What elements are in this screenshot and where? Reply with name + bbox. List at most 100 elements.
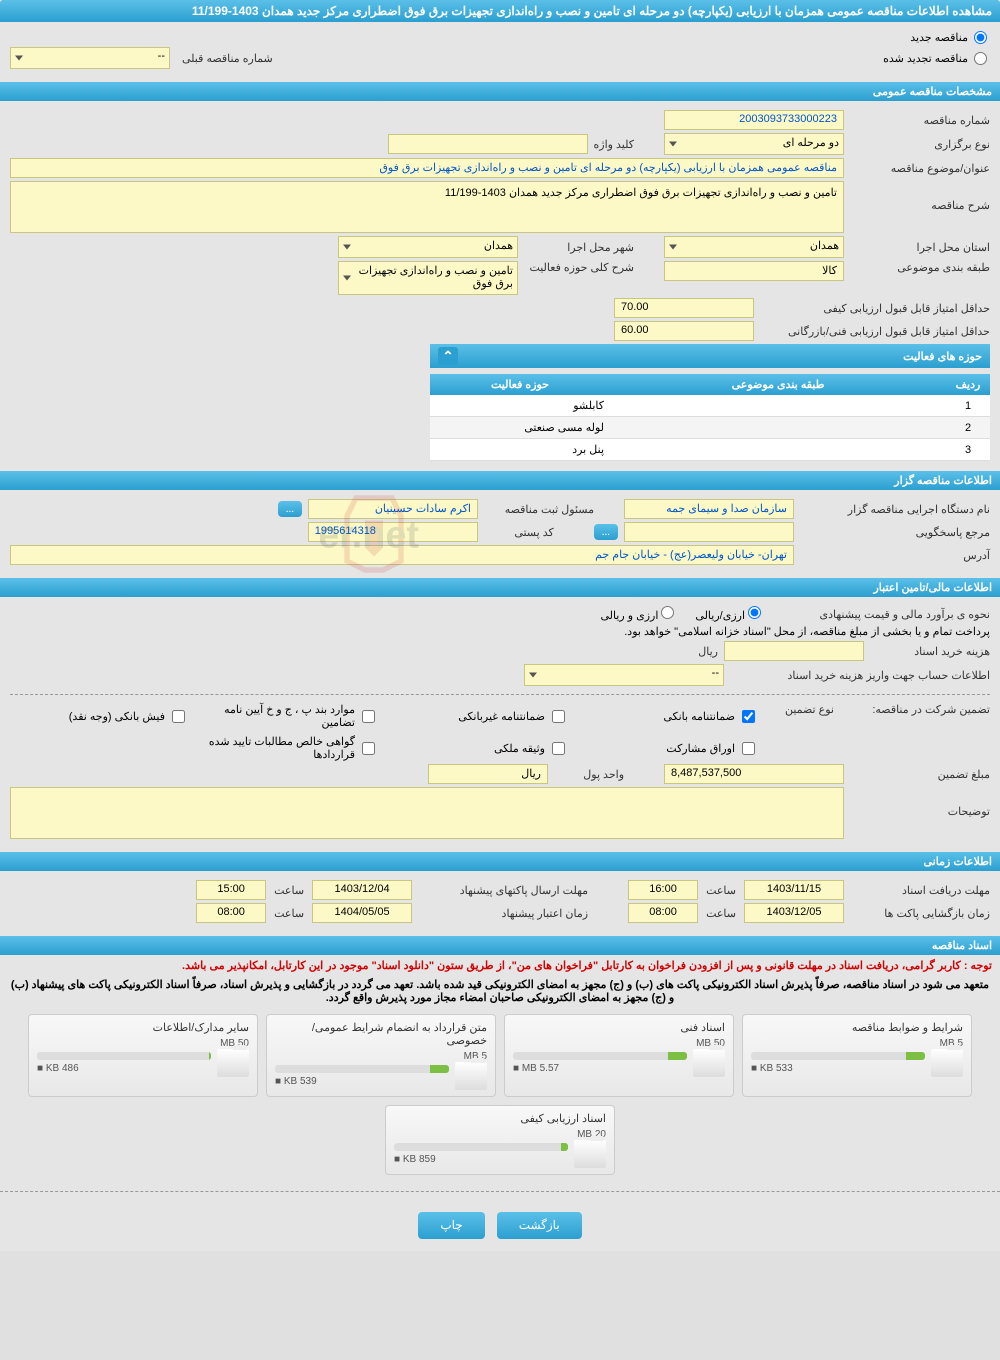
- quality-score-label: حداقل امتیاز قابل قبول ارزیابی کیفی: [760, 302, 990, 315]
- tech-score-label: حداقل امتیاز قابل قبول ارزیابی فنی/بازرگ…: [760, 325, 990, 338]
- tender-type-radio-group: مناقصه جدید: [910, 31, 990, 44]
- print-button[interactable]: چاپ: [418, 1212, 484, 1239]
- postal-label: کد پستی: [484, 526, 554, 539]
- category-field: کالا: [664, 261, 844, 281]
- postal-field: 1995614318: [308, 522, 478, 542]
- receive-date: 1403/11/15: [744, 880, 844, 900]
- file-card[interactable]: اسناد فنی 50 MB 5.57 MB ■: [504, 1014, 734, 1097]
- open-label: زمان بازگشایی پاکت ها: [850, 907, 990, 920]
- quality-score-field: 70.00: [614, 298, 754, 318]
- file-card[interactable]: سایر مدارک/اطلاعات 50 MB 486 KB ■: [28, 1014, 258, 1097]
- table-row: 3پنل برد: [430, 439, 990, 461]
- collapse-icon[interactable]: ⌃: [438, 347, 458, 365]
- section-documents: اسناد مناقصه: [0, 936, 1000, 955]
- file-card[interactable]: شرایط و ضوابط مناقصه 5 MB 533 KB ■: [742, 1014, 972, 1097]
- col-field: حوزه فعالیت: [430, 374, 610, 395]
- notes-field[interactable]: [10, 787, 844, 839]
- guarantee-label: تضمین شرکت در مناقصه:: [840, 703, 990, 716]
- activity-desc-label: شرح کلی حوزه فعالیت: [524, 261, 634, 274]
- city-select[interactable]: همدان: [338, 236, 518, 258]
- tender-no-label: شماره مناقصه: [850, 114, 990, 127]
- file-size: 859 KB ■: [394, 1154, 436, 1165]
- file-card[interactable]: اسناد ارزیابی کیفی 20 MB 859 KB ■: [385, 1105, 615, 1175]
- desc-label: شرح مناقصه: [850, 181, 990, 212]
- page-title: مشاهده اطلاعات مناقصه عمومی همزمان با ار…: [0, 0, 1000, 22]
- file-progress: [275, 1065, 449, 1073]
- send-date: 1403/12/04: [312, 880, 412, 900]
- keyword-field[interactable]: [388, 134, 588, 154]
- type-select[interactable]: دو مرحله ای: [664, 133, 844, 155]
- activity-table-title: حوزه های فعالیت: [903, 350, 982, 363]
- doc-cost-unit: ریال: [698, 645, 718, 658]
- file-size: 486 KB ■: [37, 1063, 79, 1074]
- account-label: اطلاعات حساب جهت واریز هزینه خرید اسناد: [730, 669, 990, 682]
- tech-score-field: 60.00: [614, 321, 754, 341]
- table-row: 1کابلشو: [430, 395, 990, 417]
- radio-new[interactable]: مناقصه جدید: [910, 31, 990, 44]
- responder-label: مرجع پاسخگویی: [800, 526, 990, 539]
- file-progress: [37, 1052, 211, 1060]
- file-title: شرایط و ضوابط مناقصه: [751, 1021, 963, 1034]
- guarantee-checkbox[interactable]: اوراق مشارکت: [580, 735, 758, 761]
- send-label: مهلت ارسال پاکتهای پیشنهاد: [418, 884, 588, 897]
- responder-field[interactable]: [624, 522, 794, 542]
- doc-cost-label: هزینه خرید اسناد: [870, 645, 990, 658]
- folder-icon: [455, 1062, 487, 1090]
- amount-label: مبلغ تضمین: [850, 768, 990, 781]
- desc-field[interactable]: تامین و نصب و راه‌اندازی تجهیزات برق فوق…: [10, 181, 844, 233]
- radio-fx-and-rial[interactable]: ارزی و ریالی: [600, 606, 677, 622]
- table-row: 2لوله مسی صنعتی: [430, 417, 990, 439]
- file-size: 539 KB ■: [275, 1076, 317, 1087]
- folder-icon: [574, 1140, 606, 1168]
- guarantee-checkbox[interactable]: ضمانتنامه غیربانکی: [390, 703, 568, 729]
- activity-desc-field[interactable]: تامین و نصب و راه‌اندازی تجهیزات برق فوق: [338, 261, 518, 295]
- address-field: تهران- خیابان ولیعصر(عج) - خیابان جام جم: [10, 545, 794, 565]
- back-button[interactable]: بازگشت: [497, 1212, 582, 1239]
- guarantee-checkbox[interactable]: وثیقه ملکی: [390, 735, 568, 761]
- prev-number-label: شماره مناقصه قبلی: [182, 52, 273, 65]
- hour-label-1: ساعت: [706, 884, 736, 897]
- guarantee-checkbox[interactable]: فیش بانکی (وجه نقد): [10, 703, 188, 729]
- file-card[interactable]: متن قرارداد به انضمام شرایط عمومی/خصوصی …: [266, 1014, 496, 1097]
- radio-renewed[interactable]: مناقصه تجدید شده: [883, 52, 990, 65]
- radio-fx-rial[interactable]: ارزی/ریالی: [695, 606, 764, 622]
- payment-note: پرداخت تمام و یا بخشی از مبلغ مناقصه، از…: [624, 625, 990, 638]
- type-label: نوع برگزاری: [850, 138, 990, 151]
- receive-time: 16:00: [628, 880, 698, 900]
- file-size: 533 KB ■: [751, 1063, 793, 1074]
- file-progress: [394, 1143, 568, 1151]
- section-general: مشخصات مناقصه عمومی: [0, 82, 1000, 101]
- guarantee-checkbox[interactable]: ضمانتنامه بانکی: [580, 703, 758, 729]
- guarantee-checkbox[interactable]: موارد بند پ ، ج و خ آیین نامه تضامین: [200, 703, 378, 729]
- hour-label-3: ساعت: [706, 907, 736, 920]
- amount-field: 8,487,537,500: [664, 764, 844, 784]
- hour-label-4: ساعت: [274, 907, 304, 920]
- folder-icon: [217, 1049, 249, 1077]
- org-label: نام دستگاه اجرایی مناقصه گزار: [800, 503, 990, 516]
- unit-field: ریال: [428, 764, 548, 784]
- validity-time: 08:00: [196, 903, 266, 923]
- province-select[interactable]: همدان: [664, 236, 844, 258]
- manager-field: اکرم سادات حسینیان: [308, 499, 478, 519]
- file-title: متن قرارداد به انضمام شرایط عمومی/خصوصی: [275, 1021, 487, 1047]
- browse-responder-button[interactable]: ...: [594, 524, 618, 540]
- account-select[interactable]: --: [524, 664, 724, 686]
- activity-table: ردیف طبقه بندی موضوعی حوزه فعالیت 1کابلش…: [430, 374, 990, 461]
- browse-manager-button[interactable]: ...: [278, 501, 302, 517]
- section-financial: اطلاعات مالی/تامین اعتبار: [0, 578, 1000, 597]
- unit-label: واحد پول: [554, 768, 624, 781]
- guarantee-type-label: نوع تضمین: [764, 703, 834, 716]
- tender-no-field: 2003093733000223: [664, 110, 844, 130]
- prev-number-select[interactable]: --: [10, 47, 170, 69]
- org-field: سازمان صدا و سیمای جمه: [624, 499, 794, 519]
- estimate-label: نحوه ی برآورد مالی و قیمت پیشنهادی: [770, 608, 990, 621]
- validity-date: 1404/05/05: [312, 903, 412, 923]
- folder-icon: [931, 1049, 963, 1077]
- open-date: 1403/12/05: [744, 903, 844, 923]
- guarantee-checkbox[interactable]: گواهی خالص مطالبات تایید شده قراردادها: [200, 735, 378, 761]
- folder-icon: [693, 1049, 725, 1077]
- doc-cost-field[interactable]: [724, 641, 864, 661]
- notes-label: توضیحات: [850, 787, 990, 818]
- keyword-label: کلید واژه: [594, 138, 634, 151]
- file-title: سایر مدارک/اطلاعات: [37, 1021, 249, 1034]
